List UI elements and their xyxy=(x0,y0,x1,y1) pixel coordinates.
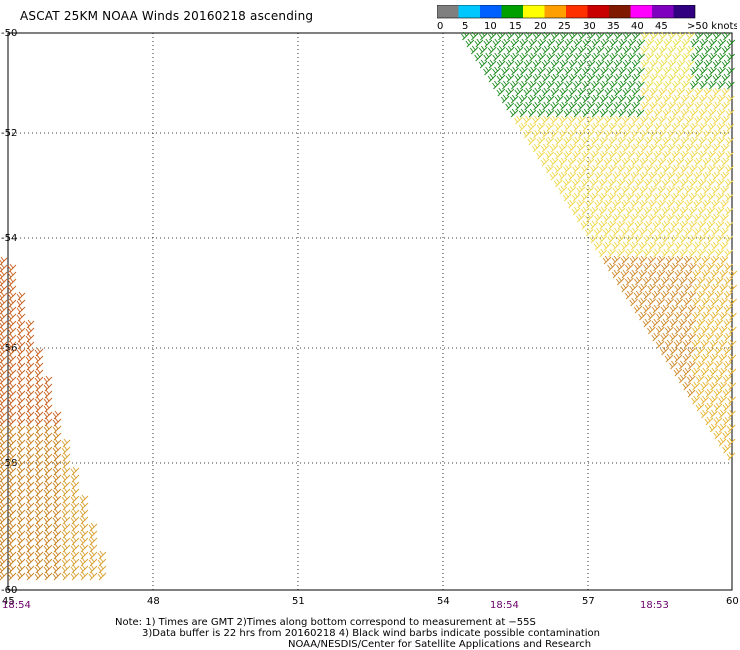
lat-tick-label: -60 xyxy=(1,585,17,596)
colorbar-label: 0 xyxy=(437,21,443,31)
colorbar-swatch xyxy=(652,5,674,18)
colorbar-swatch xyxy=(501,5,523,18)
colorbar-swatch xyxy=(673,5,695,18)
time-label-left: 18:54 xyxy=(2,600,31,611)
colorbar-label: 5 xyxy=(462,21,468,31)
colorbar-label: 20 xyxy=(534,21,547,31)
colorbar-swatch xyxy=(480,5,502,18)
note-line-2: 3)Data buffer is 22 hrs from 20160218 4)… xyxy=(142,628,600,639)
colorbar-label: 35 xyxy=(607,21,620,31)
colorbar-swatch xyxy=(544,5,566,18)
lat-tick-label: -50 xyxy=(1,28,17,39)
colorbar-label: 45 xyxy=(655,21,668,31)
wind-speed-colorbar: 0 5 10 15 20 25 30 35 40 45 >50 knots xyxy=(437,5,737,31)
time-label-middle: 18:54 xyxy=(490,600,519,611)
colorbar-label: 25 xyxy=(558,21,571,31)
lon-tick-label: 51 xyxy=(292,596,305,607)
lat-tick-label: -54 xyxy=(1,233,17,244)
lon-tick-label: 57 xyxy=(582,596,595,607)
map-title: ASCAT 25KM NOAA Winds 20160218 ascending xyxy=(20,9,314,23)
colorbar-swatch xyxy=(630,5,652,18)
lon-tick-label: 54 xyxy=(437,596,450,607)
lon-tick-label: 48 xyxy=(147,596,160,607)
colorbar-swatch xyxy=(587,5,609,18)
colorbar-swatch xyxy=(523,5,545,18)
map-frame xyxy=(7,32,733,591)
lon-tick-label: 60 xyxy=(726,596,739,607)
colorbar-label: >50 knots xyxy=(687,21,737,31)
colorbar-label: 30 xyxy=(583,21,596,31)
colorbar-swatch xyxy=(458,5,480,18)
colorbar-label: 10 xyxy=(484,21,497,31)
note-line-1: Note: 1) Times are GMT 2)Times along bot… xyxy=(115,617,536,628)
lat-tick-label: -52 xyxy=(1,128,17,139)
lon-tick-label: 45 xyxy=(2,596,15,607)
note-line-3: NOAA/NESDIS/Center for Satellite Applica… xyxy=(288,639,592,650)
colorbar-label: 15 xyxy=(509,21,522,31)
colorbar-label: 40 xyxy=(631,21,644,31)
colorbar-swatch xyxy=(437,5,459,18)
time-label-right: 18:53 xyxy=(640,600,669,611)
wind-barbs xyxy=(0,31,738,581)
colorbar-swatch xyxy=(609,5,631,18)
colorbar-swatch xyxy=(566,5,588,18)
